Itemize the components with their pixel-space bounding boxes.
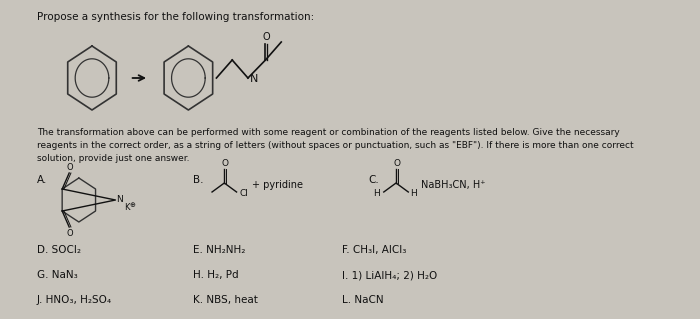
Text: D. SOCl₂: D. SOCl₂ <box>37 245 80 255</box>
Text: H: H <box>410 189 416 198</box>
Text: N: N <box>250 74 258 84</box>
Text: N: N <box>116 196 123 204</box>
Text: G. NaN₃: G. NaN₃ <box>37 270 78 280</box>
Text: H: H <box>374 189 380 198</box>
Text: O: O <box>66 228 74 238</box>
Text: O: O <box>222 159 229 167</box>
Text: O: O <box>66 162 74 172</box>
Text: E. NH₂NH₂: E. NH₂NH₂ <box>193 245 245 255</box>
Text: I. 1) LiAlH₄; 2) H₂O: I. 1) LiAlH₄; 2) H₂O <box>342 270 437 280</box>
Text: J. HNO₃, H₂SO₄: J. HNO₃, H₂SO₄ <box>37 295 112 305</box>
Text: C.: C. <box>368 175 379 185</box>
Text: Propose a synthesis for the following transformation:: Propose a synthesis for the following tr… <box>37 12 314 22</box>
Text: K: K <box>124 204 130 212</box>
Text: The transformation above can be performed with some reagent or combination of th: The transformation above can be performe… <box>37 128 634 163</box>
Text: NaBH₃CN, H⁺: NaBH₃CN, H⁺ <box>421 180 485 190</box>
Text: H. H₂, Pd: H. H₂, Pd <box>193 270 239 280</box>
Text: L. NaCN: L. NaCN <box>342 295 384 305</box>
Text: ⊕: ⊕ <box>130 202 135 208</box>
Text: K. NBS, heat: K. NBS, heat <box>193 295 258 305</box>
Text: Cl: Cl <box>239 189 248 197</box>
Text: O: O <box>393 159 400 167</box>
Text: O: O <box>262 32 270 42</box>
Text: A.: A. <box>37 175 47 185</box>
Text: B.: B. <box>193 175 203 185</box>
Text: F. CH₃I, AlCl₃: F. CH₃I, AlCl₃ <box>342 245 406 255</box>
Text: + pyridine: + pyridine <box>252 180 303 190</box>
